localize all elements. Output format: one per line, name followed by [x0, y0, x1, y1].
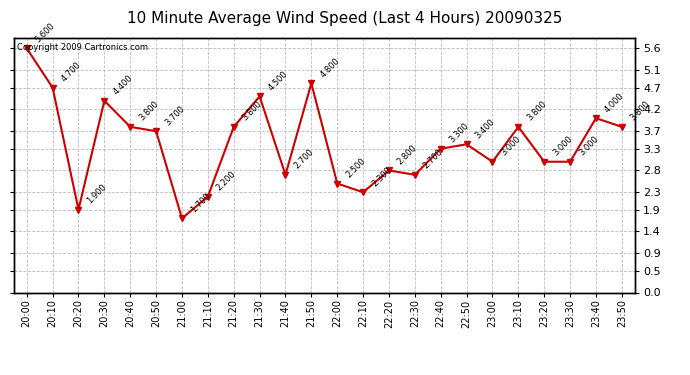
Text: 5.600: 5.600 — [34, 21, 57, 44]
Text: 4.400: 4.400 — [111, 74, 135, 96]
Text: 3.800: 3.800 — [525, 99, 549, 123]
Text: 3.000: 3.000 — [500, 134, 522, 158]
Text: 3.700: 3.700 — [163, 104, 186, 127]
Text: 2.700: 2.700 — [422, 147, 445, 171]
Text: 2.700: 2.700 — [293, 147, 315, 171]
Text: 1.700: 1.700 — [189, 191, 212, 214]
Text: 2.500: 2.500 — [344, 156, 367, 179]
Text: Copyright 2009 Cartronics.com: Copyright 2009 Cartronics.com — [17, 43, 148, 52]
Text: 3.800: 3.800 — [629, 99, 652, 123]
Text: 4.000: 4.000 — [603, 91, 626, 114]
Text: 4.800: 4.800 — [318, 56, 342, 79]
Text: 3.000: 3.000 — [551, 134, 574, 158]
Text: 4.500: 4.500 — [266, 69, 290, 92]
Text: 3.300: 3.300 — [448, 121, 471, 144]
Text: 2.300: 2.300 — [370, 165, 393, 188]
Text: 2.800: 2.800 — [396, 143, 419, 166]
Text: 3.800: 3.800 — [137, 99, 161, 123]
Text: 2.200: 2.200 — [215, 170, 238, 192]
Text: 4.700: 4.700 — [59, 60, 83, 84]
Text: 3.800: 3.800 — [241, 99, 264, 123]
Text: 1.900: 1.900 — [86, 183, 108, 206]
Text: 10 Minute Average Wind Speed (Last 4 Hours) 20090325: 10 Minute Average Wind Speed (Last 4 Hou… — [128, 11, 562, 26]
Text: 3.400: 3.400 — [473, 117, 497, 140]
Text: 3.000: 3.000 — [577, 134, 600, 158]
